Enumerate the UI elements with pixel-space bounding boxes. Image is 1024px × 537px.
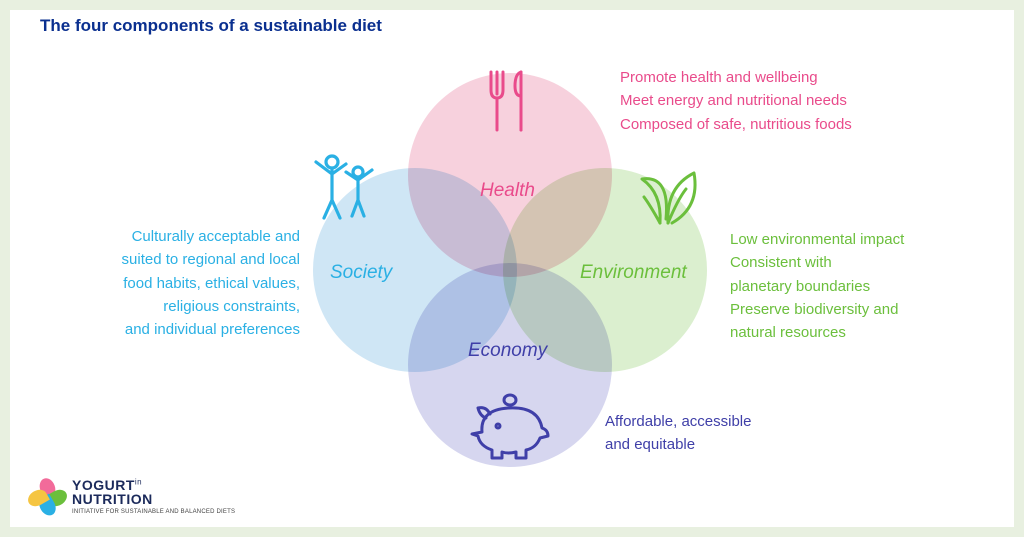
desc-environment: Low environmental impactConsistent withp…: [730, 228, 960, 344]
logo-text-block: YOGURTin NUTRITION INITIATIVE FOR SUSTAI…: [72, 478, 235, 515]
brand-logo: YOGURTin NUTRITION INITIATIVE FOR SUSTAI…: [30, 478, 235, 515]
desc-health: Promote health and wellbeingMeet energy …: [620, 66, 920, 136]
logo-word1: YOGURT: [72, 477, 135, 493]
people-raised-arms-icon: [310, 150, 380, 227]
label-economy: Economy: [468, 340, 547, 362]
logo-line2: NUTRITION: [72, 492, 235, 507]
label-environment: Environment: [580, 262, 687, 284]
logo-mark-icon: [30, 478, 66, 514]
logo-subtitle: INITIATIVE FOR SUSTAINABLE AND BALANCED …: [72, 509, 235, 515]
leaves-icon: [630, 165, 702, 232]
piggy-bank-icon: [470, 390, 552, 465]
label-society: Society: [330, 262, 392, 284]
logo-suffix: in: [135, 477, 142, 486]
desc-economy: Affordable, accessibleand equitable: [605, 410, 835, 457]
desc-society: Culturally acceptable andsuited to regio…: [80, 225, 300, 341]
page-title: The four components of a sustainable die…: [40, 16, 382, 36]
canvas: The four components of a sustainable die…: [10, 10, 1014, 527]
fork-knife-icon: [483, 68, 537, 141]
label-health: Health: [480, 180, 535, 202]
logo-line1: YOGURTin: [72, 478, 235, 493]
